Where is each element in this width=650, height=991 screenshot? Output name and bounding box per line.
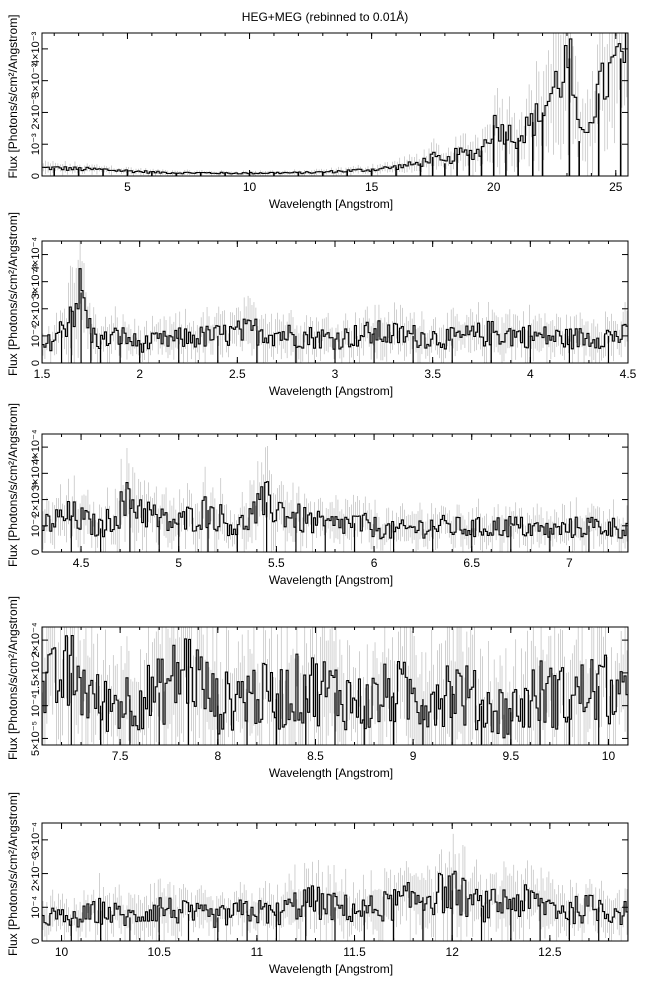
panel-3: 4.5 5 5.5 6 6.5 7 0 10⁻⁴2×10⁻⁴3×10⁻⁴4×10⁻⁴ Wavel… — [6, 403, 629, 587]
plot-frame — [41, 32, 629, 177]
panel-4: 7.5 8 8.5 9 9.5 10 5×10⁻⁵ 10⁻⁴1.5×10⁻⁴2×10⁻⁴ Wav… — [6, 596, 629, 780]
x-tick-label: 6 — [371, 556, 378, 570]
x-axis-label: Wavelength [Angstrom] — [269, 573, 393, 587]
series-line — [42, 33, 627, 175]
x-tick-label: 6.5 — [463, 556, 480, 570]
y-tick-label: 2×10⁻⁴ — [30, 291, 42, 327]
y-tick-label: 4×10⁻⁴ — [30, 237, 42, 273]
y-tick-label: 0 — [30, 360, 42, 366]
x-tick-label: 12.5 — [538, 945, 562, 959]
y-axis-label: Flux [Photons/s/cm²/Angstrom] — [6, 14, 20, 178]
y-tick-label: 4×10⁻⁴ — [30, 429, 42, 465]
y-tick-label: 4×10⁻³ — [30, 31, 42, 66]
y-axis-label: Flux [Photons/s/cm²/Angstrom] — [6, 403, 20, 567]
x-axis-label: Wavelength [Angstrom] — [269, 766, 393, 780]
x-tick-label: 20 — [487, 180, 501, 194]
x-tick-label: 1.5 — [34, 367, 51, 381]
x-tick-label: 10 — [55, 945, 69, 959]
x-tick-label: 3.5 — [424, 367, 441, 381]
y-tick-label: 1.5×10⁻⁴ — [30, 650, 42, 695]
x-axis-label: Wavelength [Angstrom] — [269, 962, 393, 976]
x-tick-label: 11.5 — [343, 945, 366, 959]
y-tick-label: 10⁻⁴ — [30, 896, 42, 919]
y-axis-label: Flux [Photons/s/cm²/Angstrom] — [6, 792, 20, 956]
x-tick-label: 9.5 — [502, 749, 519, 763]
y-tick-label: 10⁻³ — [30, 133, 42, 155]
series-group — [42, 833, 628, 941]
y-tick-label: 3×10⁻⁴ — [30, 822, 42, 858]
x-tick-label: 11 — [251, 945, 264, 959]
x-tick-label: 5 — [124, 180, 131, 194]
y-tick-label: 5×10⁻⁵ — [30, 721, 42, 756]
x-axis-label: Wavelength [Angstrom] — [269, 197, 393, 211]
x-tick-label: 2.5 — [229, 367, 246, 381]
panel-1: 5 10 15 20 25 0 10⁻³ 2×10⁻³3×10⁻³4×10⁻³ Waveleng… — [6, 14, 629, 211]
y-tick-label: 0 — [30, 938, 42, 944]
series-line — [42, 481, 628, 540]
y-tick-label: 0 — [30, 173, 42, 179]
x-tick-label: 9 — [410, 749, 417, 763]
x-tick-label: 10.5 — [148, 945, 172, 959]
series-group — [42, 445, 628, 552]
x-tick-label: 10 — [602, 749, 616, 763]
series-line — [42, 635, 628, 739]
x-tick-label: 25 — [609, 180, 623, 194]
y-tick-label: 2×10⁻⁴ — [30, 622, 42, 658]
y-tick-label: 2×10⁻⁴ — [30, 482, 42, 518]
x-axis-label: Wavelength [Angstrom] — [269, 384, 393, 398]
y-tick-label: 0 — [30, 549, 42, 555]
x-tick-label: 10 — [243, 180, 257, 194]
x-tick-label: 2 — [136, 367, 143, 381]
series-group — [42, 241, 628, 363]
series-group — [42, 627, 628, 745]
y-tick-label: 10⁻⁴ — [30, 514, 42, 537]
x-tick-label: 5.5 — [268, 556, 285, 570]
x-tick-label: 8.5 — [307, 749, 324, 763]
y-tick-label: 3×10⁻³ — [30, 63, 42, 98]
x-tick-label: 5 — [175, 556, 182, 570]
x-tick-label: 8 — [214, 749, 221, 763]
x-tick-label: 15 — [365, 180, 379, 194]
y-tick-label: 2×10⁻³ — [30, 95, 42, 130]
y-axis-label: Flux [Photons/s/cm²/Angstrom] — [6, 596, 20, 760]
x-tick-label: 7 — [566, 556, 573, 570]
y-tick-label: 2×10⁻⁴ — [30, 856, 42, 892]
chart-title: HEG+MEG (rebinned to 0.01Å) — [241, 10, 409, 24]
x-tick-label: 3 — [332, 367, 339, 381]
x-tick-label: 7.5 — [112, 749, 129, 763]
series-line — [42, 870, 628, 928]
series-group — [42, 33, 628, 176]
panel-5: 10 10.5 11 11.5 12 12.5 0 10⁻⁴ 2×10⁻⁴3×10⁻⁴ Wavel… — [6, 792, 629, 976]
y-tick-label: 10⁻⁴ — [30, 324, 42, 347]
y-tick-label: 3×10⁻⁴ — [30, 455, 42, 491]
x-tick-label: 4 — [527, 367, 534, 381]
y-tick-label: 10⁻⁴ — [30, 694, 42, 717]
y-tick-label: 3×10⁻⁴ — [30, 264, 42, 300]
panel-2: 1.5 2 2.5 3 3.5 4 4.5 0 10⁻⁴2×10⁻⁴3×10⁻⁴4×10⁻⁴ Wa… — [6, 212, 637, 398]
x-tick-label: 4.5 — [620, 367, 637, 381]
y-axis-label: Flux [Photons/s/cm²/Angstrom] — [6, 212, 20, 376]
x-tick-label: 12 — [446, 945, 460, 959]
x-tick-label: 4.5 — [73, 556, 90, 570]
